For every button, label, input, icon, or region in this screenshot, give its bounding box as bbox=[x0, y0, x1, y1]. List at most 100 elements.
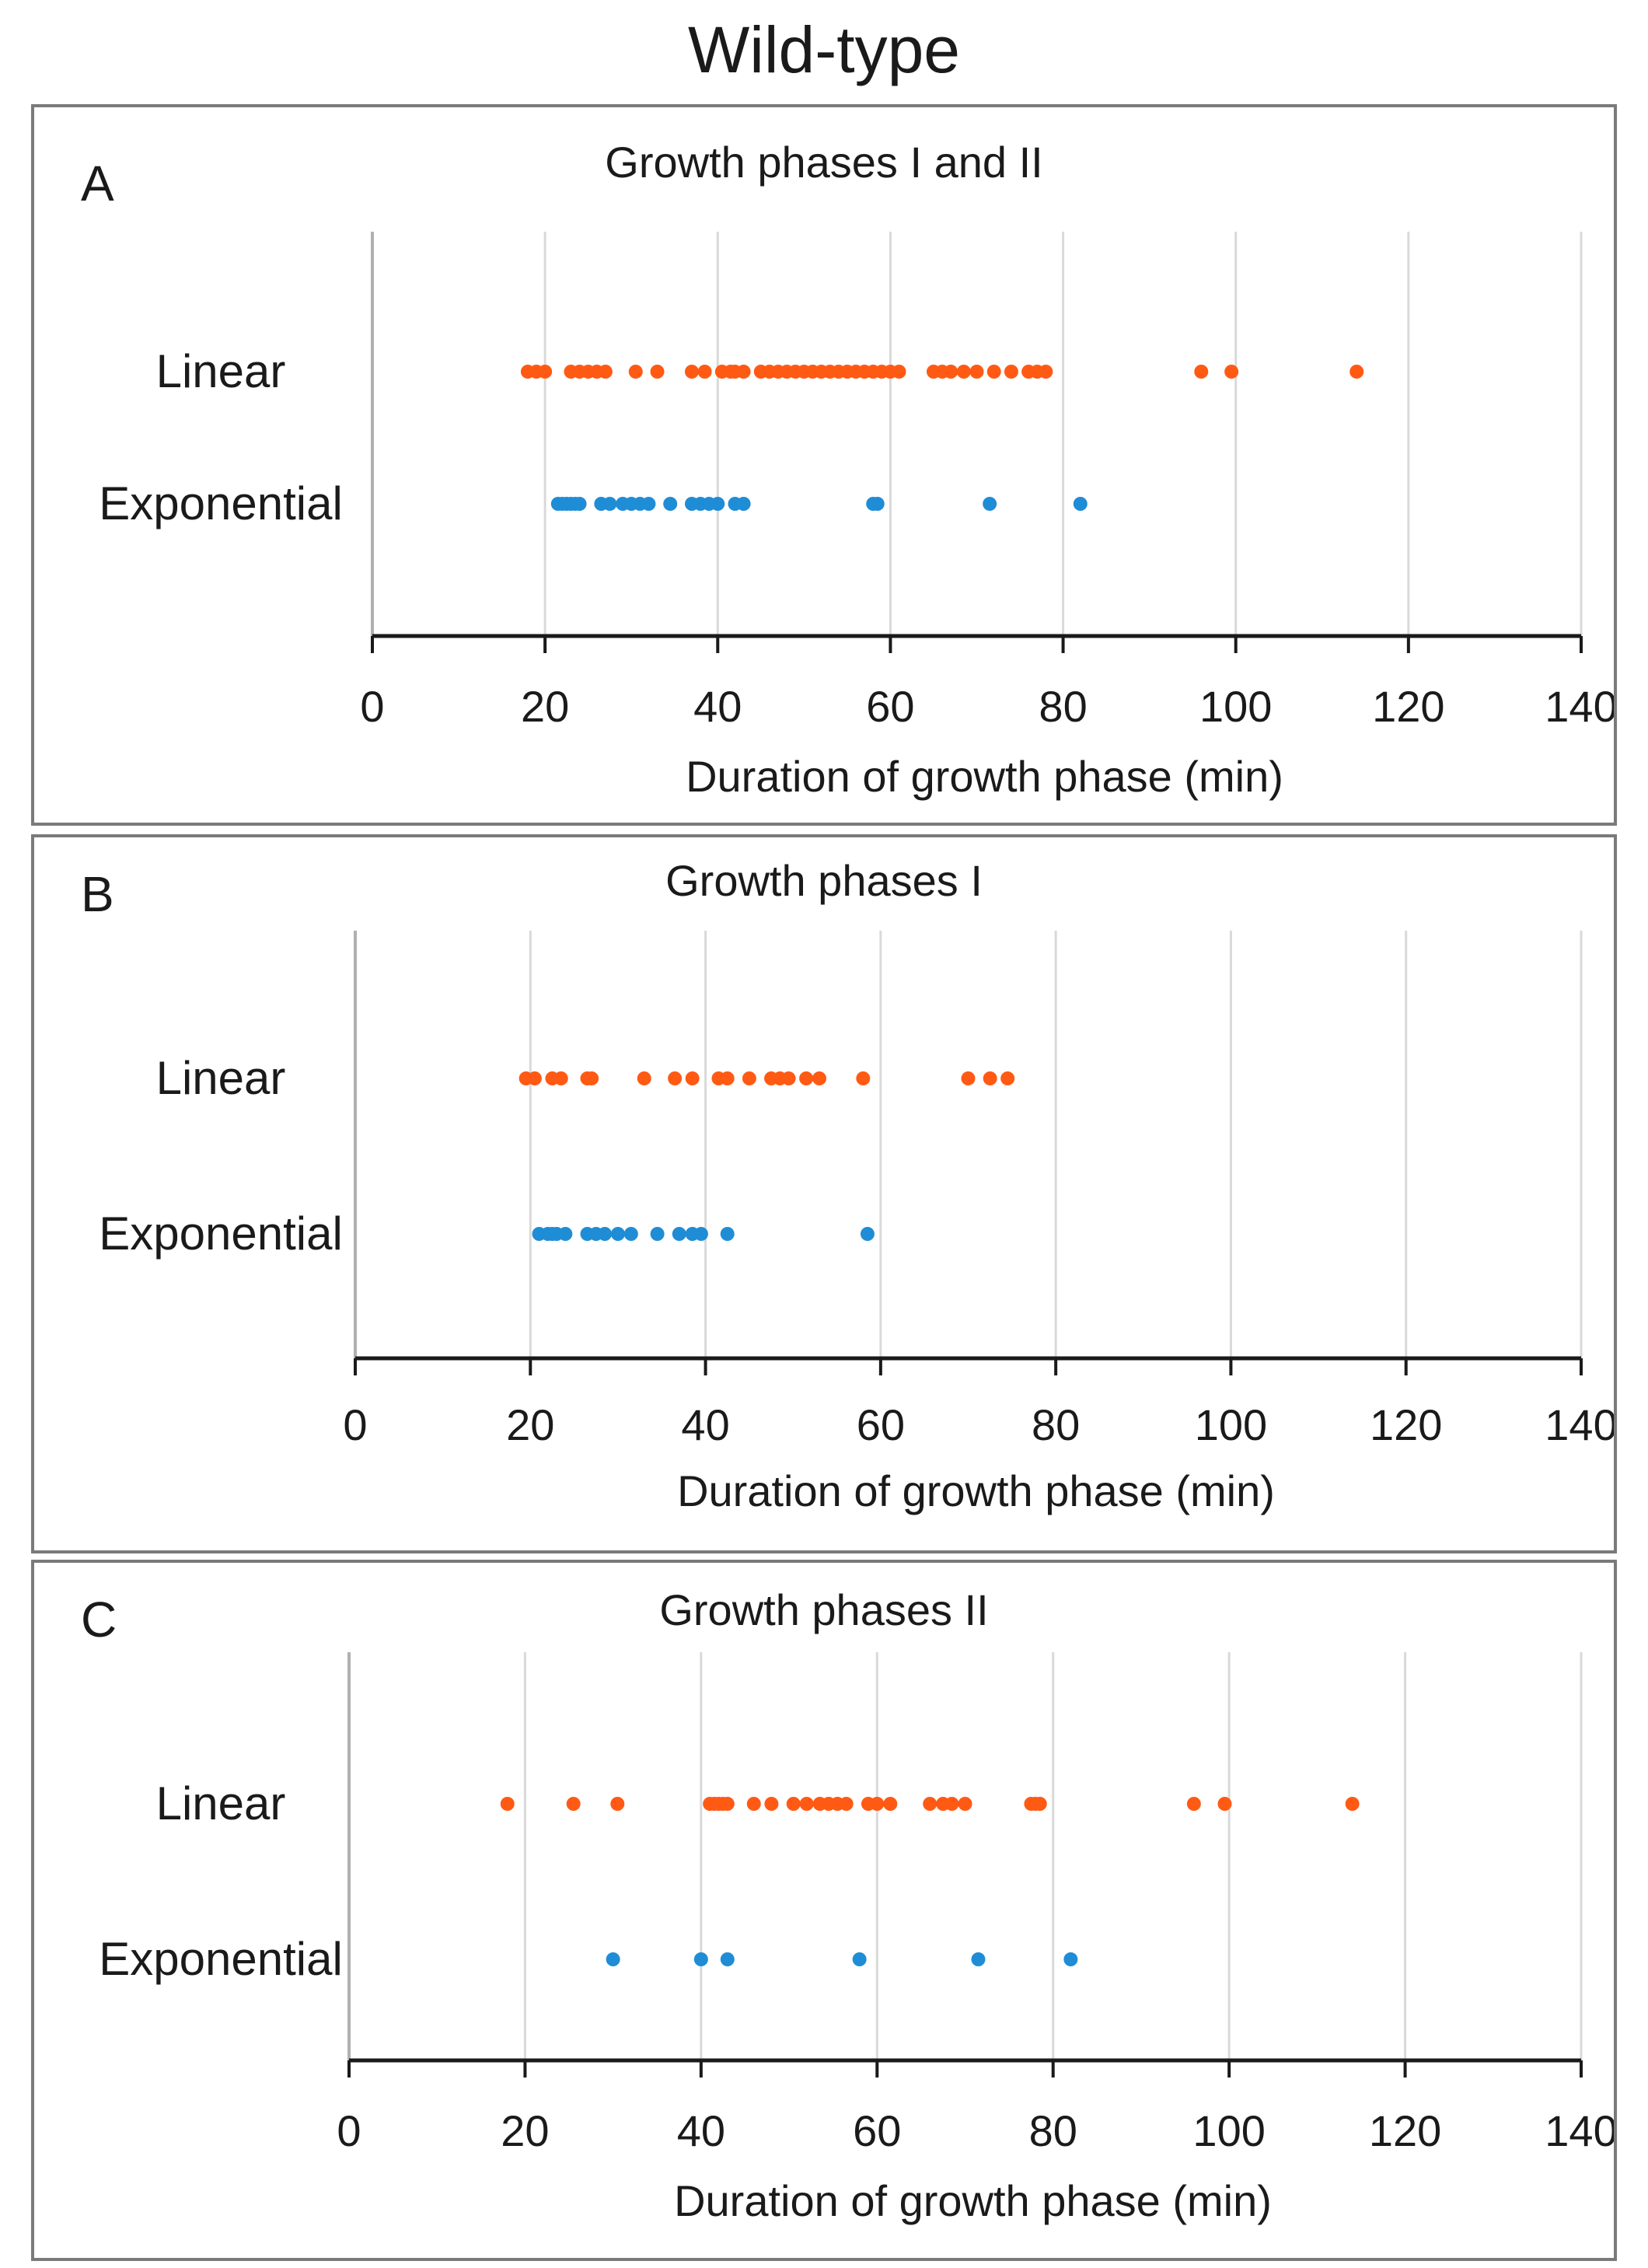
data-point-exponential bbox=[1073, 497, 1088, 511]
data-point-linear bbox=[1039, 365, 1053, 379]
x-tick-label: 120 bbox=[1369, 2106, 1441, 2155]
category-label-linear: Linear bbox=[156, 1052, 286, 1104]
data-point-exponential bbox=[606, 1952, 620, 1966]
panel-a: A Growth phases I and II 0 20 40 60 80 100 120 14… bbox=[31, 104, 1617, 826]
data-point-linear bbox=[956, 365, 971, 379]
data-point-linear bbox=[1224, 365, 1239, 379]
chart-title: Growth phases I and II bbox=[605, 138, 1042, 187]
data-point-linear bbox=[650, 365, 665, 379]
data-point-exponential bbox=[610, 1227, 625, 1241]
data-point-exponential bbox=[572, 497, 587, 511]
data-point-linear bbox=[986, 365, 1001, 379]
x-tick-label: 140 bbox=[1545, 2106, 1614, 2155]
panel-letter: B bbox=[81, 866, 114, 922]
x-tick-label: 40 bbox=[693, 682, 742, 731]
data-point-exponential bbox=[623, 1227, 638, 1241]
x-tick-label: 20 bbox=[506, 1400, 554, 1449]
data-point-linear bbox=[527, 1071, 542, 1085]
category-label-exponential: Exponential bbox=[99, 477, 343, 529]
data-point-linear bbox=[839, 1797, 854, 1811]
data-point-exponential bbox=[983, 497, 997, 511]
data-point-exponential bbox=[672, 1227, 686, 1241]
data-point-linear bbox=[944, 1797, 959, 1811]
data-point-linear bbox=[538, 365, 553, 379]
data-point-linear bbox=[628, 365, 643, 379]
x-tick-label: 140 bbox=[1545, 1400, 1614, 1449]
chart-title: Growth phases I bbox=[665, 856, 983, 905]
x-tick-label: 60 bbox=[866, 682, 914, 731]
data-point-linear bbox=[812, 1071, 827, 1085]
x-tick-label: 100 bbox=[1199, 682, 1272, 731]
data-point-exponential bbox=[663, 497, 678, 511]
data-point-exponential bbox=[711, 497, 725, 511]
panel-letter: C bbox=[81, 1592, 117, 1648]
data-point-linear bbox=[870, 1797, 885, 1811]
panel-letter: A bbox=[81, 156, 114, 211]
data-point-exponential bbox=[736, 497, 751, 511]
data-point-linear bbox=[720, 1071, 735, 1085]
data-point-linear bbox=[1345, 1797, 1360, 1811]
x-tick-label: 120 bbox=[1370, 1400, 1442, 1449]
x-tick-label: 40 bbox=[681, 1400, 729, 1449]
chart-a: A Growth phases I and II 0 20 40 60 80 100 120 14… bbox=[81, 138, 1614, 801]
x-tick-label: 40 bbox=[677, 2106, 725, 2155]
data-point-linear bbox=[883, 1797, 898, 1811]
data-point-linear bbox=[786, 1797, 801, 1811]
data-point-linear bbox=[697, 365, 712, 379]
data-point-linear bbox=[742, 1071, 756, 1085]
data-point-linear bbox=[746, 1797, 761, 1811]
category-label-exponential: Exponential bbox=[99, 1207, 343, 1260]
panel-b: B Growth phases I 0 20 40 60 80 100 120 140 Durati… bbox=[31, 834, 1617, 1553]
data-point-linear bbox=[500, 1797, 515, 1811]
data-point-linear bbox=[566, 1797, 581, 1811]
x-axis-label: Duration of growth phase (min) bbox=[686, 752, 1283, 801]
data-point-exponential bbox=[720, 1227, 735, 1241]
chart-c: C Growth phases II 0 20 40 60 80 100 120 140 Durat… bbox=[81, 1585, 1614, 2225]
x-tick-label: 0 bbox=[343, 1400, 367, 1449]
data-point-linear bbox=[961, 1071, 976, 1085]
data-point-linear bbox=[736, 365, 751, 379]
chart-title: Growth phases II bbox=[659, 1585, 988, 1634]
data-point-linear bbox=[983, 1071, 997, 1085]
data-point-linear bbox=[684, 365, 699, 379]
data-point-exponential bbox=[720, 1952, 735, 1966]
panel-c: C Growth phases II 0 20 40 60 80 100 120 140 Durat… bbox=[31, 1560, 1617, 2261]
x-tick-label: 0 bbox=[337, 2106, 361, 2155]
data-point-linear bbox=[598, 365, 613, 379]
data-point-exponential bbox=[852, 1952, 867, 1966]
data-point-linear bbox=[781, 1071, 796, 1085]
x-axis-label: Duration of growth phase (min) bbox=[674, 2176, 1272, 2225]
data-point-linear bbox=[1000, 1071, 1015, 1085]
data-point-linear bbox=[799, 1797, 814, 1811]
data-point-linear bbox=[969, 365, 984, 379]
data-point-linear bbox=[637, 1071, 651, 1085]
data-point-linear bbox=[1217, 1797, 1232, 1811]
x-tick-label: 20 bbox=[501, 2106, 549, 2155]
data-point-linear bbox=[1186, 1797, 1201, 1811]
data-point-exponential bbox=[1063, 1952, 1078, 1966]
data-point-exponential bbox=[598, 1227, 613, 1241]
x-tick-label: 140 bbox=[1545, 682, 1614, 731]
data-point-exponential bbox=[650, 1227, 665, 1241]
x-tick-label: 60 bbox=[853, 2106, 901, 2155]
data-point-linear bbox=[720, 1797, 735, 1811]
data-point-exponential bbox=[693, 1952, 708, 1966]
x-axis-label: Duration of growth phase (min) bbox=[677, 1466, 1275, 1515]
data-point-exponential bbox=[641, 497, 656, 511]
data-point-linear bbox=[944, 365, 958, 379]
data-point-linear bbox=[923, 1797, 937, 1811]
data-point-exponential bbox=[971, 1952, 986, 1966]
x-tick-label: 80 bbox=[1029, 2106, 1077, 2155]
category-label-exponential: Exponential bbox=[99, 1933, 343, 1985]
data-point-exponential bbox=[558, 1227, 573, 1241]
x-tick-label: 0 bbox=[360, 682, 384, 731]
x-tick-label: 60 bbox=[857, 1400, 905, 1449]
data-point-linear bbox=[1194, 365, 1209, 379]
x-tick-label: 20 bbox=[521, 682, 569, 731]
data-point-linear bbox=[1004, 365, 1018, 379]
data-point-linear bbox=[553, 1071, 568, 1085]
data-point-linear bbox=[585, 1071, 599, 1085]
data-point-linear bbox=[668, 1071, 683, 1085]
data-point-linear bbox=[958, 1797, 972, 1811]
data-point-exponential bbox=[602, 497, 617, 511]
